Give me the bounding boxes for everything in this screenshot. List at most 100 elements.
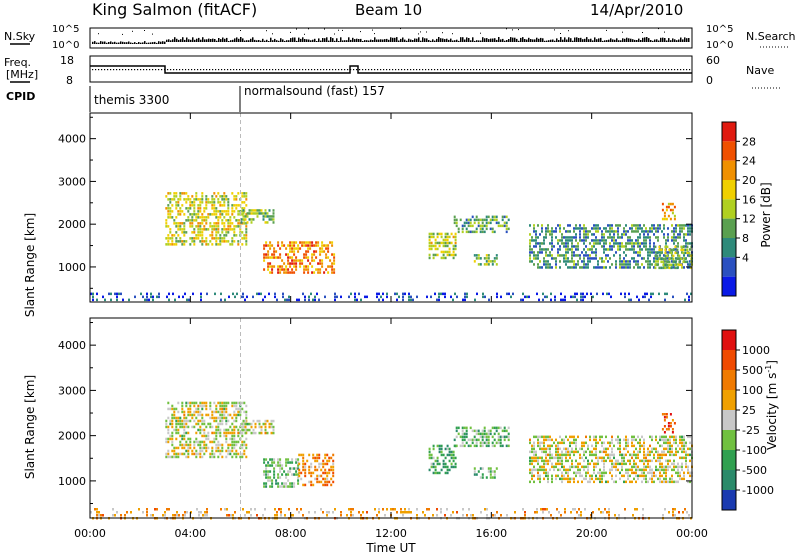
velocity-echo-cell (561, 459, 563, 463)
velocity-echo-cell (298, 471, 301, 475)
velocity-echo-cell (491, 476, 494, 479)
power-echo-cell (563, 242, 565, 245)
velocity-echo-cell (587, 459, 589, 463)
velocity-echo-cell (499, 426, 502, 430)
power-echo-cell (653, 266, 655, 269)
power-echo-cell (183, 228, 186, 231)
velocity-echo-cell (683, 450, 685, 454)
nsky-bar (498, 37, 500, 42)
nsky-bar (194, 39, 196, 42)
velocity-echo-cell (487, 429, 490, 433)
power-echo-cell (611, 263, 613, 266)
velocity-echo-cell (641, 480, 643, 484)
velocity-echo-cell (491, 470, 494, 473)
nave-dot (623, 69, 625, 71)
velocity-echo-cell (569, 465, 571, 469)
power-echo-cell (205, 243, 208, 246)
power-echo-cell (219, 204, 222, 207)
velocity-echo-cell (241, 425, 244, 429)
velocity-echo-cell (579, 447, 581, 451)
velocity-echo-cell (687, 471, 689, 475)
power-echo-cell (183, 234, 186, 237)
velocity-echo-cell (548, 511, 550, 514)
power-echo-cell (199, 210, 202, 213)
velocity-echo-cell (573, 435, 575, 439)
power-echo-cell (273, 250, 276, 253)
power-echo-cell (465, 227, 468, 231)
power-echo-cell (452, 250, 455, 254)
power-echo-cell (333, 262, 336, 265)
power-echo-cell (529, 260, 531, 263)
velocity-echo-cell (250, 514, 252, 517)
velocity-echo-cell (265, 467, 268, 470)
power-echo-cell (471, 230, 474, 234)
power-echo-cell (235, 207, 238, 210)
power-echo-cell (687, 263, 689, 266)
power-echo-cell (655, 230, 657, 233)
power-echo-cell (643, 230, 645, 233)
velocity-echo-cell (575, 465, 577, 469)
velocity-echo-cell (551, 456, 553, 460)
velocity-echo-cell (203, 431, 206, 435)
nsearch-dot (452, 33, 453, 35)
nsky-bar (500, 39, 502, 42)
power-echo-cell (623, 227, 625, 230)
velocity-echo-cell (664, 508, 666, 511)
power-echo-cell (313, 271, 316, 274)
velocity-echo-cell (438, 462, 441, 466)
velocity-echo-cell (213, 437, 216, 441)
power-echo-cell (580, 292, 582, 296)
velocity-echo-cell (685, 462, 687, 466)
power-echo-cell (295, 247, 298, 250)
power-echo-cell (248, 212, 251, 215)
power-echo-cell (446, 253, 449, 257)
velocity-echo-cell (432, 514, 434, 517)
velocity-echo-cell (642, 514, 644, 517)
power-echo-cell (645, 248, 647, 251)
power-echo-cell (669, 208, 672, 212)
velocity-echo-cell (543, 438, 545, 442)
power-echo-cell (165, 219, 168, 222)
power-echo-cell (603, 248, 605, 251)
power-echo-cell (571, 239, 573, 242)
velocity-echo-cell (634, 508, 636, 511)
velocity-echo-cell (165, 455, 168, 459)
power-echo-cell (579, 236, 581, 239)
power-echo-cell (295, 265, 298, 268)
power-echo-cell (192, 292, 194, 296)
nave-dot (206, 69, 208, 71)
velocity-echo-cell (542, 508, 544, 511)
power-echo-cell (625, 266, 627, 269)
power-echo-cell (572, 295, 574, 299)
velocity-echo-cell (503, 429, 506, 433)
velocity-echo-cell (304, 474, 307, 478)
nsky-bar (200, 39, 202, 42)
velocity-echo-cell (487, 435, 490, 439)
velocity-echo-cell (665, 459, 667, 463)
velocity-echo-cell (189, 446, 192, 450)
power-echo-cell (583, 236, 585, 239)
velocity-echo-cell (643, 441, 645, 445)
velocity-echo-cell (264, 431, 267, 435)
nsky-bar (502, 38, 504, 42)
power-echo-cell (281, 244, 284, 247)
power-echo-cell (264, 209, 267, 212)
velocity-echo-cell (659, 435, 661, 439)
power-echo-cell (485, 221, 488, 225)
power-echo-cell (482, 292, 484, 296)
power-echo-cell (561, 242, 563, 245)
power-echo-cell (559, 239, 561, 242)
velocity-echo-cell (486, 508, 488, 511)
nave-dot (128, 69, 130, 71)
velocity-echo-cell (595, 477, 597, 481)
power-echo-cell (620, 292, 622, 296)
velocity-echo-cell (205, 449, 208, 453)
velocity-echo-cell (681, 441, 683, 445)
power-echo-cell (579, 227, 581, 230)
power-echo-cell (477, 263, 480, 266)
velocity-echo-cell (570, 511, 572, 514)
power-echo-cell (171, 237, 174, 240)
power-echo-cell (685, 245, 687, 248)
power-echo-cell (549, 251, 551, 254)
power-echo-cell (581, 227, 583, 230)
